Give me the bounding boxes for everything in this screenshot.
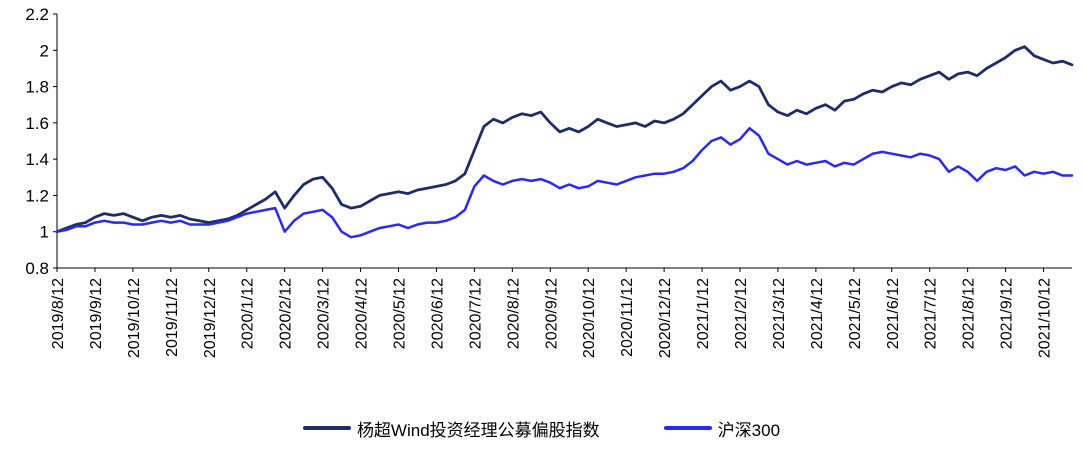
x-tick-label: 2020/12/12: [657, 278, 674, 358]
y-tick-label: 1.8: [25, 78, 49, 97]
chart-legend: 杨超Wind投资经理公募偏股指数 沪深300: [0, 406, 1083, 450]
x-tick-label: 2020/4/12: [354, 278, 371, 349]
x-tick-label: 2020/8/12: [505, 278, 522, 349]
x-tick-label: 2021/9/12: [999, 278, 1016, 349]
y-tick-label: 0.8: [25, 259, 49, 278]
x-tick-label: 2020/9/12: [543, 278, 560, 349]
y-tick-label: 1.6: [25, 114, 49, 133]
legend-item-csi300: 沪深300: [663, 416, 781, 441]
y-tick-label: 2.2: [25, 5, 49, 24]
x-tick-label: 2021/8/12: [961, 278, 978, 349]
x-tick-label: 2020/10/12: [581, 278, 598, 358]
y-tick-label: 1.4: [25, 150, 49, 169]
legend-label-fund-index: 杨超Wind投资经理公募偏股指数: [356, 420, 600, 440]
x-tick-label: 2019/8/12: [50, 278, 67, 349]
x-tick-label: 2020/6/12: [429, 278, 446, 349]
x-tick-label: 2021/10/12: [1037, 278, 1054, 358]
legend-line-swatch-navy: [302, 426, 351, 430]
x-tick-label: 2020/7/12: [467, 278, 484, 349]
x-tick-label: 2020/1/12: [240, 278, 257, 349]
y-tick-label: 1: [40, 223, 49, 242]
x-tick-label: 2021/6/12: [885, 278, 902, 349]
x-tick-label: 2019/10/12: [126, 278, 143, 358]
y-tick-label: 1.2: [25, 186, 49, 205]
x-tick-label: 2019/12/12: [202, 278, 219, 358]
x-tick-label: 2020/11/12: [619, 278, 636, 357]
x-tick-label: 2019/11/12: [164, 278, 181, 357]
legend-item-fund-index: 杨超Wind投资经理公募偏股指数: [302, 416, 600, 441]
x-tick-label: 2021/5/12: [847, 278, 864, 349]
x-tick-label: 2019/9/12: [88, 278, 105, 349]
x-tick-label: 2021/7/12: [923, 278, 940, 349]
y-tick-label: 2: [40, 41, 49, 60]
x-tick-label: 2020/5/12: [391, 278, 408, 349]
series-line-1: [55, 127, 1074, 239]
series-line-0: [55, 45, 1074, 234]
legend-label-csi300: 沪深300: [717, 420, 781, 440]
x-tick-label: 2020/3/12: [316, 278, 333, 349]
legend-line-swatch-blue: [663, 426, 712, 430]
x-tick-label: 2021/4/12: [809, 278, 826, 349]
x-tick-label: 2021/3/12: [771, 278, 788, 349]
x-tick-label: 2020/2/12: [278, 278, 295, 349]
x-tick-label: 2021/1/12: [695, 278, 712, 349]
line-chart: 0.8 1 1.2 1.4 1.6 1.8 2 2.2 2019/8/12 2019/9/12 20…: [25, 5, 1074, 358]
x-tick-label: 2021/2/12: [733, 278, 750, 349]
